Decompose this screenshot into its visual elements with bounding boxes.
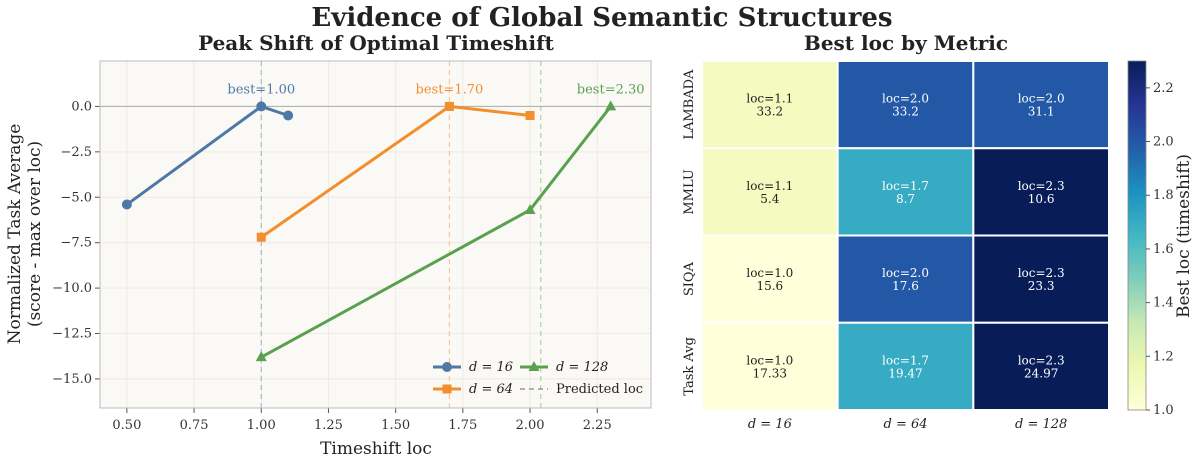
line-chart-title: Peak Shift of Optimal Timeshift xyxy=(198,31,555,55)
colorbar-label: Best loc (timeshift) xyxy=(1174,154,1194,318)
heatmap-cell xyxy=(836,60,975,150)
cell-loc-label: loc=2.0 xyxy=(1018,92,1065,106)
cell-loc-label: loc=1.1 xyxy=(746,92,793,106)
legend-label: d = 128 xyxy=(556,360,608,375)
cell-loc-label: loc=1.7 xyxy=(882,353,929,367)
cell-loc-label: loc=1.1 xyxy=(746,179,793,193)
colorbar-tick-label: 1.6 xyxy=(1153,242,1174,257)
heatmap-cell xyxy=(972,321,1110,411)
heatmap-title: Best loc by Metric xyxy=(804,31,1008,55)
colorbar-tick-label: 1.0 xyxy=(1153,403,1174,418)
x-tick-label: 2.25 xyxy=(583,418,612,433)
data-point xyxy=(121,199,132,210)
cell-value-label: 17.33 xyxy=(753,366,787,380)
legend-marker xyxy=(442,384,452,394)
cell-value-label: 24.97 xyxy=(1024,366,1058,380)
line-chart-ylabel-line1: Normalized Task Average xyxy=(5,124,25,345)
data-point xyxy=(524,203,536,214)
data-point xyxy=(283,110,294,121)
heatmap-cell xyxy=(701,321,839,411)
cell-value-label: 17.6 xyxy=(892,279,919,293)
cell-value-label: 19.47 xyxy=(888,366,922,380)
column-label: d = 64 xyxy=(883,417,927,432)
cell-value-label: 31.1 xyxy=(1028,105,1055,119)
heatmap-cell xyxy=(972,147,1110,237)
y-tick-label: −12.5 xyxy=(52,327,92,342)
legend-marker xyxy=(442,362,452,372)
cell-value-label: 15.6 xyxy=(756,279,783,293)
row-label: SIQA xyxy=(682,261,697,296)
cell-loc-label: loc=2.0 xyxy=(882,92,929,106)
colorbar-tick-label: 2.0 xyxy=(1153,135,1174,150)
line-chart-ylabel-line2: (score - max over loc) xyxy=(25,141,45,327)
y-tick-label: −5.0 xyxy=(60,190,92,205)
heatmap-cell xyxy=(972,60,1110,150)
data-point xyxy=(444,101,454,111)
line-chart: 0.50 0.75 1.00 1.25 1.50 1.75 2.00 2.25 0.0 −2.5 −… xyxy=(52,60,652,433)
best-annotation: best=1.00 xyxy=(227,82,295,97)
cell-value-label: 33.2 xyxy=(756,105,783,119)
x-tick-label: 2.00 xyxy=(516,418,545,433)
cell-value-label: 23.3 xyxy=(1028,279,1055,293)
heatmap-cell xyxy=(972,234,1110,324)
row-label: LAMBADA xyxy=(682,69,697,140)
cell-loc-label: loc=2.3 xyxy=(1018,353,1065,367)
x-tick-label: 1.75 xyxy=(448,418,477,433)
colorbar-tick-label: 1.2 xyxy=(1153,349,1174,364)
cell-loc-label: loc=1.0 xyxy=(746,266,793,280)
heatmap-cell xyxy=(701,147,839,237)
legend-label: d = 16 xyxy=(469,360,513,375)
data-point xyxy=(255,351,267,362)
data-point xyxy=(256,232,266,242)
best-annotation: best=1.70 xyxy=(416,82,484,97)
plot-border xyxy=(99,60,652,409)
line-chart-xlabel: Timeshift loc xyxy=(320,439,432,459)
colorbar-tick-label: 1.8 xyxy=(1153,188,1174,203)
data-point xyxy=(525,111,535,121)
cell-loc-label: loc=2.3 xyxy=(1018,266,1065,280)
x-tick-label: 1.25 xyxy=(314,418,343,433)
x-tick-label: 0.50 xyxy=(112,418,141,433)
column-label: d = 16 xyxy=(748,417,792,432)
cell-loc-label: loc=2.3 xyxy=(1018,179,1065,193)
cell-value-label: 8.7 xyxy=(896,192,915,206)
cell-value-label: 5.4 xyxy=(760,192,779,206)
x-tick-label: 1.00 xyxy=(247,418,276,433)
y-tick-label: −2.5 xyxy=(60,145,92,160)
row-label: MMLU xyxy=(682,169,697,215)
colorbar-tick-label: 1.4 xyxy=(1153,296,1174,311)
x-tick-label: 1.50 xyxy=(381,418,410,433)
legend-label: d = 64 xyxy=(469,382,513,397)
y-tick-label: −10.0 xyxy=(52,281,92,296)
heatmap-cell xyxy=(836,321,975,411)
best-annotation: best=2.30 xyxy=(577,82,645,97)
y-tick-label: 0.0 xyxy=(71,99,92,114)
cell-loc-label: loc=1.7 xyxy=(882,179,929,193)
heatmap: loc=1.133.2loc=2.033.2loc=2.031.1loc=1.1… xyxy=(682,60,1110,432)
cell-value-label: 10.6 xyxy=(1028,192,1055,206)
heatmap-cell xyxy=(836,234,975,324)
row-label: Task Avg xyxy=(682,337,697,396)
figure-title: Evidence of Global Semantic Structures xyxy=(311,3,892,33)
legend-marker xyxy=(528,361,540,371)
legend-label: Predicted loc xyxy=(556,382,643,397)
cell-value-label: 33.2 xyxy=(892,105,919,119)
heatmap-cell xyxy=(701,234,839,324)
plot-area xyxy=(100,61,651,408)
cell-loc-label: loc=1.0 xyxy=(746,353,793,367)
x-tick-label: 0.75 xyxy=(180,418,209,433)
colorbar: 1.0 1.2 1.4 1.6 1.8 2.0 2.2 xyxy=(1127,60,1174,418)
y-tick-label: −7.5 xyxy=(60,236,92,251)
data-point xyxy=(256,101,267,112)
data-point xyxy=(605,100,617,111)
heatmap-cell xyxy=(836,147,975,237)
cell-loc-label: loc=2.0 xyxy=(882,266,929,280)
column-label: d = 128 xyxy=(1015,417,1067,432)
y-tick-label: −15.0 xyxy=(52,372,92,387)
colorbar-tick-label: 2.2 xyxy=(1153,81,1174,96)
colorbar-scale xyxy=(1127,60,1147,411)
